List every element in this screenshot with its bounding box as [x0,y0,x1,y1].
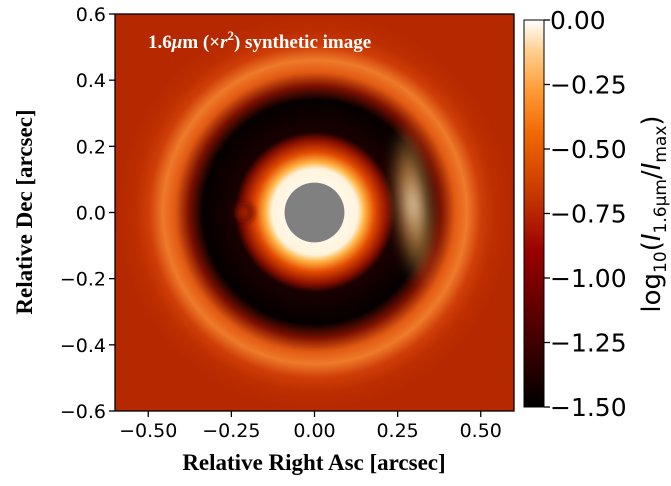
y-tick-label: −0.4 [60,335,106,357]
companion-blob [232,200,257,225]
colorbar-tick-label: −1.00 [550,264,627,293]
x-tick-label: −0.25 [202,420,260,442]
colorbar-tick-label: 0.00 [550,6,606,35]
x-tick-label: 0.00 [293,420,335,442]
colorbar [523,19,545,408]
x-axis: −0.50 −0.25 0.00 0.25 0.50 [119,411,502,442]
y-tick-label: −0.2 [60,269,106,291]
y-tick-label: 0.2 [76,136,106,158]
y-tick-label: 0.4 [76,70,106,92]
colorbar-tick-label: −0.25 [550,71,627,100]
colorbar-tick-label: −0.75 [550,200,627,229]
plot-area [115,14,514,411]
y-tick-label: −0.6 [60,401,106,423]
colorbar-axis: 0.00 −0.25 −0.50 −0.75 −1.00 −1.25 −1.50 [544,6,627,422]
x-tick-label: −0.50 [119,420,177,442]
coronagraph-mask [284,182,345,243]
colorbar-tick-label: −0.50 [550,135,627,164]
colorbar-title: log10(I1.6μm/Imax) [637,115,671,312]
x-tick-label: 0.25 [376,420,418,442]
y-axis: −0.6 −0.4 −0.2 0.0 0.2 0.4 0.6 [60,4,115,423]
colorbar-tick-label: −1.50 [550,393,627,422]
y-tick-label: 0.6 [76,4,106,26]
colorbar-tick-label: −1.25 [550,329,627,358]
y-tick-label: 0.0 [76,203,106,225]
ring-bright-arc [389,123,437,287]
y-axis-title: Relative Dec [arcsec] [12,109,37,314]
x-axis-title: Relative Right Asc [arcsec] [182,450,445,475]
plot-title: 1.6μm (×r2) synthetic image [148,28,371,53]
x-tick-label: 0.50 [460,420,502,442]
